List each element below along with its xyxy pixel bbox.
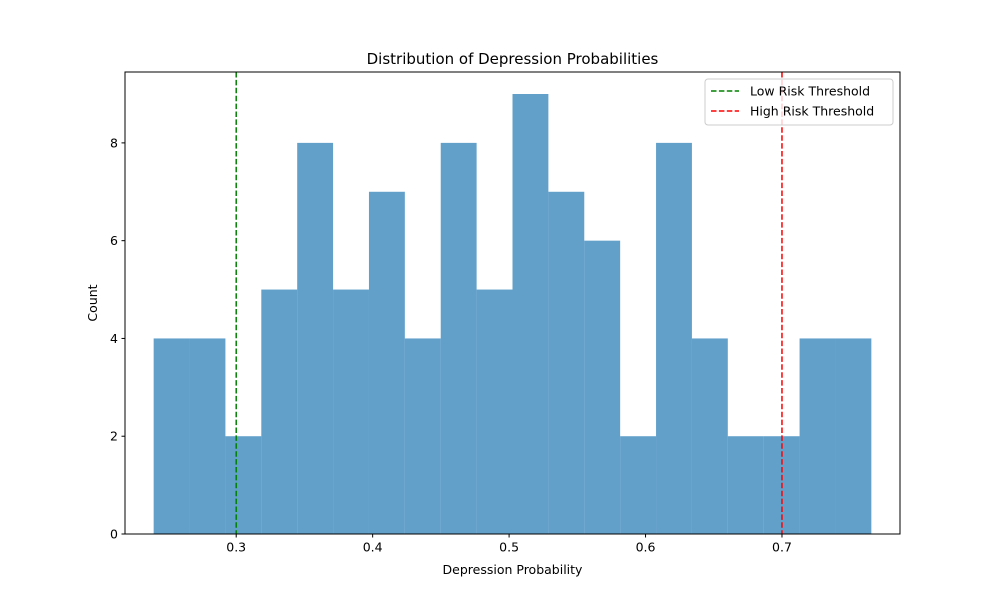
histogram-bar: [656, 142, 692, 534]
histogram-bar: [727, 436, 764, 534]
histogram-bar: [225, 436, 262, 534]
histogram-bar: [620, 436, 657, 534]
y-tick-label: 2: [110, 429, 118, 444]
histogram-bars: [153, 94, 872, 534]
x-tick-label: 0.7: [772, 540, 792, 555]
y-tick-label: 4: [110, 331, 118, 346]
histogram-bar: [691, 338, 728, 534]
histogram-bar: [404, 338, 441, 534]
x-tick-label: 0.6: [636, 540, 656, 555]
legend: Low Risk Threshold High Risk Threshold: [704, 78, 894, 126]
y-tick-label: 0: [110, 527, 118, 542]
histogram-bar: [261, 289, 298, 534]
histogram-bar: [512, 94, 549, 534]
histogram-bar: [548, 191, 585, 534]
y-tick-label: 6: [110, 233, 118, 248]
y-tick-label: 8: [110, 135, 118, 150]
threshold-lines: [235, 72, 783, 534]
histogram-bar: [440, 142, 477, 534]
legend-label: High Risk Threshold: [750, 104, 874, 119]
histogram-bar: [799, 338, 836, 534]
x-tick-label: 0.3: [226, 540, 246, 555]
y-axis-ticks: 0 2 4 6 8: [110, 135, 125, 542]
histogram-bar: [368, 191, 405, 534]
legend-label: Low Risk Threshold: [750, 84, 870, 99]
histogram-bar: [584, 240, 621, 534]
histogram-bar: [297, 142, 334, 534]
x-tick-label: 0.5: [499, 540, 519, 555]
x-tick-label: 0.4: [363, 540, 383, 555]
histogram-bar: [476, 289, 513, 534]
plot-area-frame: [124, 71, 901, 535]
legend-box: [704, 78, 894, 126]
histogram-bar: [153, 338, 190, 534]
histogram-bar: [333, 289, 369, 534]
y-axis-label: Count: [85, 284, 100, 321]
x-axis-ticks: 0.3 0.4 0.5 0.6 0.7: [226, 534, 792, 555]
histogram-bar: [835, 338, 872, 534]
histogram-bar: [189, 338, 226, 534]
x-axis-label: Depression Probability: [443, 562, 584, 577]
chart-title: Distribution of Depression Probabilities: [367, 50, 659, 68]
